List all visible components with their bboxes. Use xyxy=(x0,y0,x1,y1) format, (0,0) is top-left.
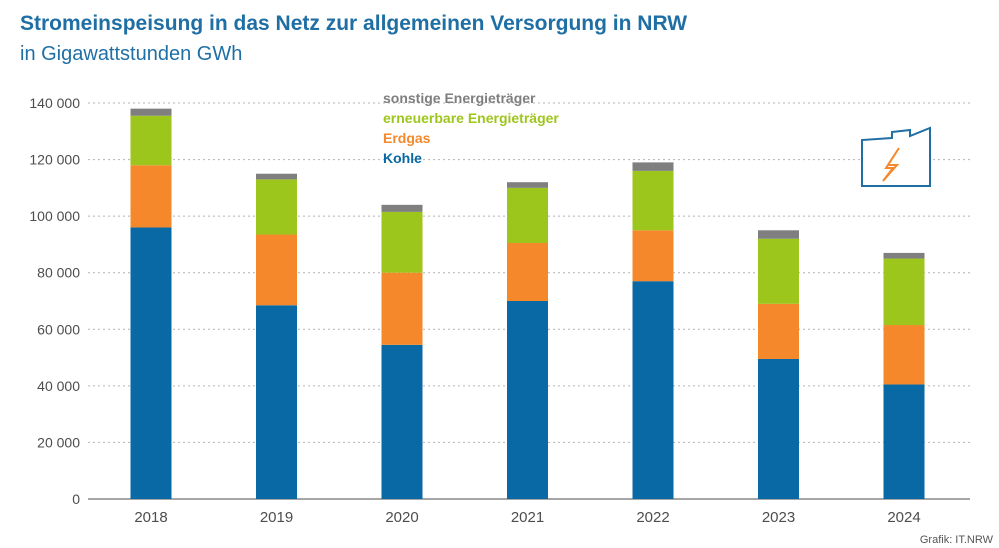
bar-segment xyxy=(507,182,548,188)
chart-subtitle: in Gigawattstunden GWh xyxy=(20,43,243,65)
legend-entry: sonstige Energieträger xyxy=(383,90,536,106)
bar-segment xyxy=(632,162,674,171)
legend: sonstige Energieträger erneuerbare Energi… xyxy=(383,90,559,166)
x-tick-label: 2020 xyxy=(385,509,418,526)
bar-segment xyxy=(256,305,297,499)
bar-segment xyxy=(883,384,925,499)
bar-segment xyxy=(507,187,548,244)
grid-lines xyxy=(88,102,970,500)
chart-credit: Grafik: IT.NRW xyxy=(919,534,993,546)
bar-segment xyxy=(130,165,172,228)
bar-segment xyxy=(632,170,674,231)
bar-segment xyxy=(758,238,799,304)
x-tick-label: 2018 xyxy=(134,509,167,526)
bar-segment xyxy=(256,173,297,180)
bar-segment xyxy=(758,358,799,499)
bar-segment xyxy=(507,301,548,499)
bar-segment xyxy=(758,303,799,359)
y-tick-label: 120 000 xyxy=(29,152,80,168)
factory-outline xyxy=(861,126,931,187)
y-tick-label: 0 xyxy=(72,491,80,507)
bar-segment xyxy=(130,227,172,499)
bar-segment xyxy=(883,325,925,385)
x-tick-label: 2019 xyxy=(260,509,293,526)
bar-segment xyxy=(883,258,925,326)
y-tick-label: 60 000 xyxy=(37,321,80,337)
x-tick-labels: 2018 2019 2020 2021 2022 2023 2024 xyxy=(134,509,920,526)
bar-segment xyxy=(758,230,799,239)
x-tick-label: 2023 xyxy=(762,509,795,526)
bar-segment xyxy=(632,281,674,499)
bar-segment xyxy=(883,252,925,259)
legend-entry: erneuerbare Energieträger xyxy=(383,110,559,126)
x-tick-label: 2022 xyxy=(636,509,669,526)
legend-entry: Erdgas xyxy=(383,130,431,146)
legend-entry: Kohle xyxy=(383,150,422,166)
lightning-bolt xyxy=(882,147,900,182)
x-tick-label: 2021 xyxy=(511,509,544,526)
y-tick-label: 100 000 xyxy=(29,208,80,224)
y-tick-label: 80 000 xyxy=(37,265,80,281)
chart-title: Stromeinspeisung in das Netz zur allgeme… xyxy=(20,12,688,35)
bars xyxy=(130,108,925,499)
bar-segment xyxy=(381,344,423,499)
y-tick-label: 20 000 xyxy=(37,434,80,450)
y-tick-label: 40 000 xyxy=(37,378,80,394)
bar-segment xyxy=(381,272,423,345)
bar-segment xyxy=(507,243,548,301)
bar-segment xyxy=(381,211,423,273)
bar-segment xyxy=(632,230,674,282)
bar-segment xyxy=(130,108,172,116)
y-tick-label: 140 000 xyxy=(29,95,80,111)
factory-lightning-icon xyxy=(861,126,931,187)
bar-segment xyxy=(256,234,297,306)
x-tick-label: 2024 xyxy=(887,509,920,526)
y-tick-labels: 0 20 000 40 000 60 000 80 000 100 000 120 000 1… xyxy=(29,95,80,507)
bar-segment xyxy=(256,179,297,235)
bar-segment xyxy=(130,115,172,166)
bar-segment xyxy=(381,204,423,212)
